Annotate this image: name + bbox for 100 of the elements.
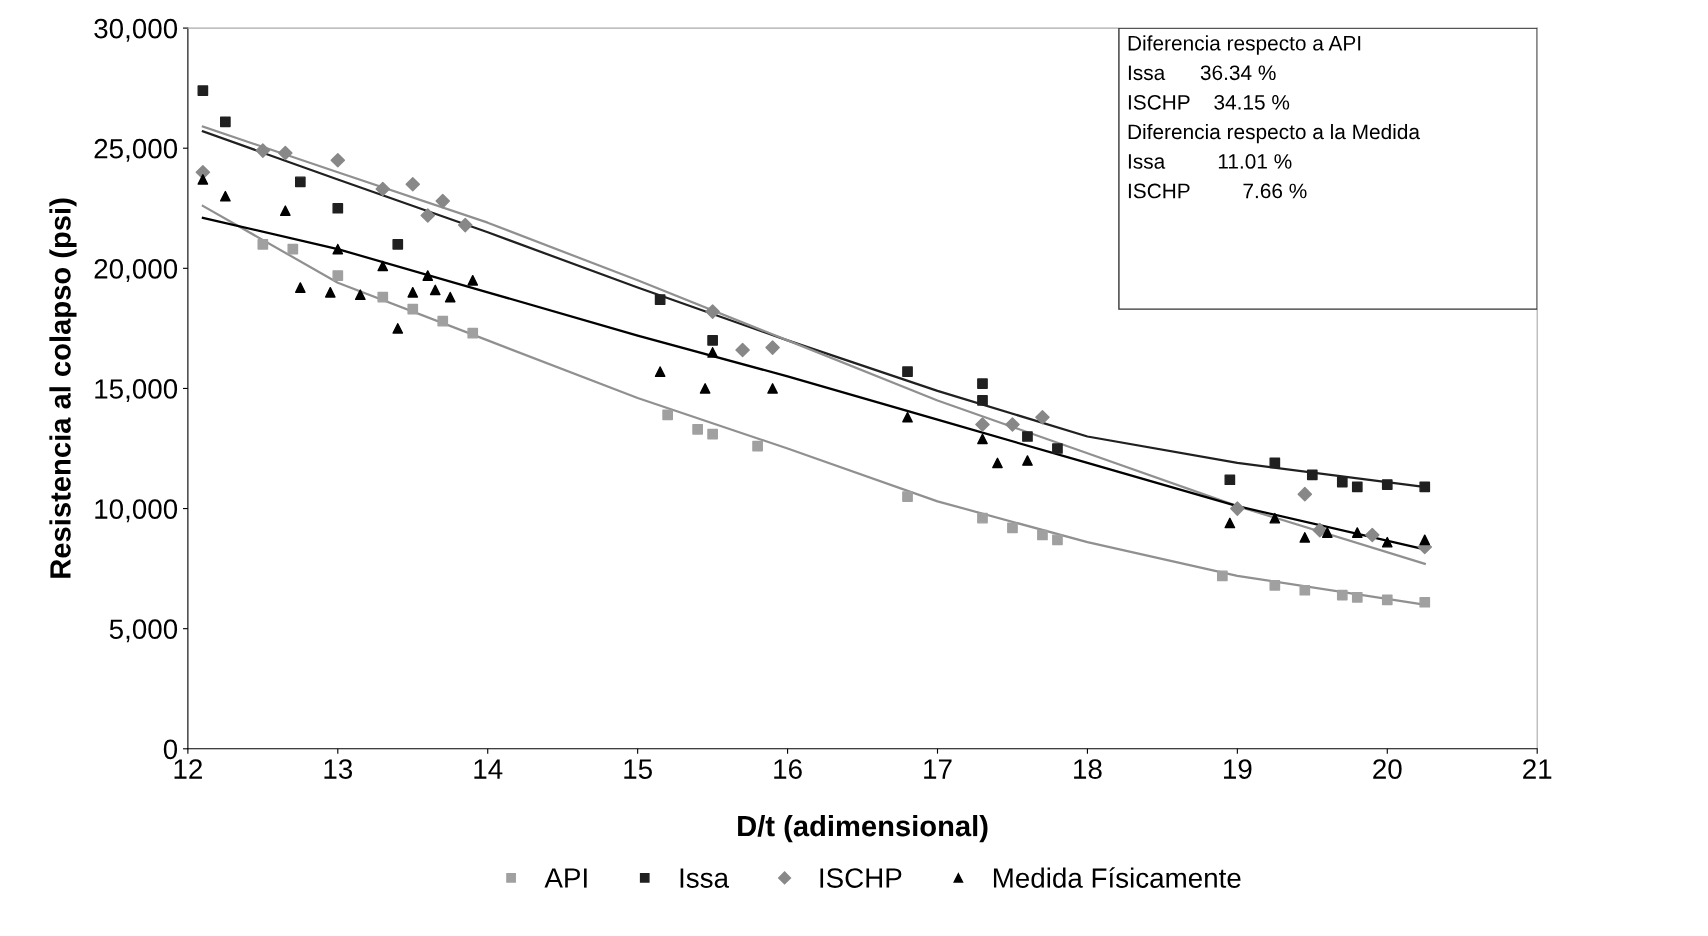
point xyxy=(902,366,913,377)
point xyxy=(767,383,778,394)
point xyxy=(405,176,421,192)
point xyxy=(457,217,473,233)
point xyxy=(1035,409,1050,425)
point xyxy=(444,291,456,303)
point xyxy=(220,116,231,128)
point xyxy=(429,284,441,296)
point xyxy=(435,193,451,209)
point xyxy=(654,294,666,305)
point xyxy=(977,395,988,406)
point xyxy=(1381,536,1393,548)
point xyxy=(220,190,231,202)
x-tick-label: 17 xyxy=(924,759,952,779)
point xyxy=(707,347,718,358)
y-tick-label: 25,000 xyxy=(94,138,178,162)
point xyxy=(1419,534,1431,546)
y-tick-label: 10,000 xyxy=(95,499,178,523)
x-tick-label: 19 xyxy=(1224,759,1252,779)
point xyxy=(1022,431,1033,442)
line-series xyxy=(201,125,1426,565)
annotation: ISCHP 7.66 % xyxy=(1128,183,1307,199)
point xyxy=(332,243,344,255)
point xyxy=(1419,596,1431,608)
point xyxy=(197,85,209,96)
point xyxy=(699,383,711,394)
point xyxy=(294,282,306,293)
point xyxy=(977,512,988,524)
y-tick-label: 20,000 xyxy=(94,258,178,282)
annotation: ISCHP 34.15 % xyxy=(1128,94,1290,110)
point xyxy=(1365,527,1380,543)
y-tick-label: 15,000 xyxy=(95,379,178,403)
point xyxy=(705,304,720,319)
point xyxy=(902,411,913,423)
point xyxy=(1312,522,1328,538)
point xyxy=(1022,455,1033,466)
point xyxy=(1299,584,1311,596)
point xyxy=(332,270,344,281)
point xyxy=(765,340,780,355)
point xyxy=(1269,457,1281,469)
point xyxy=(392,238,404,250)
point xyxy=(654,366,666,377)
point xyxy=(1007,522,1018,534)
point xyxy=(1224,474,1236,486)
point xyxy=(279,205,291,217)
point xyxy=(902,491,913,502)
point xyxy=(1351,481,1363,493)
point xyxy=(324,286,336,298)
point xyxy=(752,440,763,452)
point xyxy=(1351,592,1363,603)
point xyxy=(392,323,404,334)
point xyxy=(975,417,990,432)
annotation: Issa 36.34 % xyxy=(1128,65,1276,81)
annotation: Diferencia respecto a la Medida xyxy=(1128,123,1420,144)
point xyxy=(1299,532,1311,543)
x-tick-label: 13 xyxy=(324,759,353,779)
point xyxy=(1269,580,1281,591)
point xyxy=(197,174,209,185)
point xyxy=(1005,417,1020,432)
point xyxy=(1419,481,1431,493)
point xyxy=(255,143,271,158)
point xyxy=(420,208,436,223)
point xyxy=(977,433,988,445)
point xyxy=(1321,527,1333,538)
point xyxy=(977,378,988,389)
point xyxy=(1381,479,1393,490)
point xyxy=(330,152,346,168)
x-tick-label: 16 xyxy=(774,759,802,779)
point xyxy=(735,342,750,358)
point xyxy=(257,238,269,250)
point xyxy=(1336,476,1348,488)
point xyxy=(422,270,434,281)
point xyxy=(354,289,366,301)
point xyxy=(377,260,389,272)
point xyxy=(287,243,299,255)
x-tick-label: 21 xyxy=(1523,759,1552,779)
point xyxy=(407,303,419,315)
point xyxy=(294,176,306,188)
point xyxy=(1037,529,1048,541)
point xyxy=(467,274,479,286)
x-tick-label: 18 xyxy=(1074,759,1102,779)
point xyxy=(692,423,703,435)
point xyxy=(278,145,293,161)
x-tick-label: 20 xyxy=(1373,759,1402,779)
point xyxy=(1381,594,1393,606)
point xyxy=(1306,469,1318,481)
point xyxy=(707,335,718,346)
legend-label: ISCHP xyxy=(820,868,902,888)
y-tick-label: 30,000 xyxy=(94,18,178,42)
point xyxy=(992,457,1003,469)
point xyxy=(467,327,479,339)
point xyxy=(707,428,718,440)
point xyxy=(1217,570,1228,582)
point xyxy=(1052,534,1063,546)
x-tick-label: 15 xyxy=(624,759,652,779)
point xyxy=(377,291,389,303)
point xyxy=(1351,527,1363,538)
point xyxy=(407,286,419,298)
y-tick-label: 0 xyxy=(163,739,178,760)
point xyxy=(1336,589,1348,601)
